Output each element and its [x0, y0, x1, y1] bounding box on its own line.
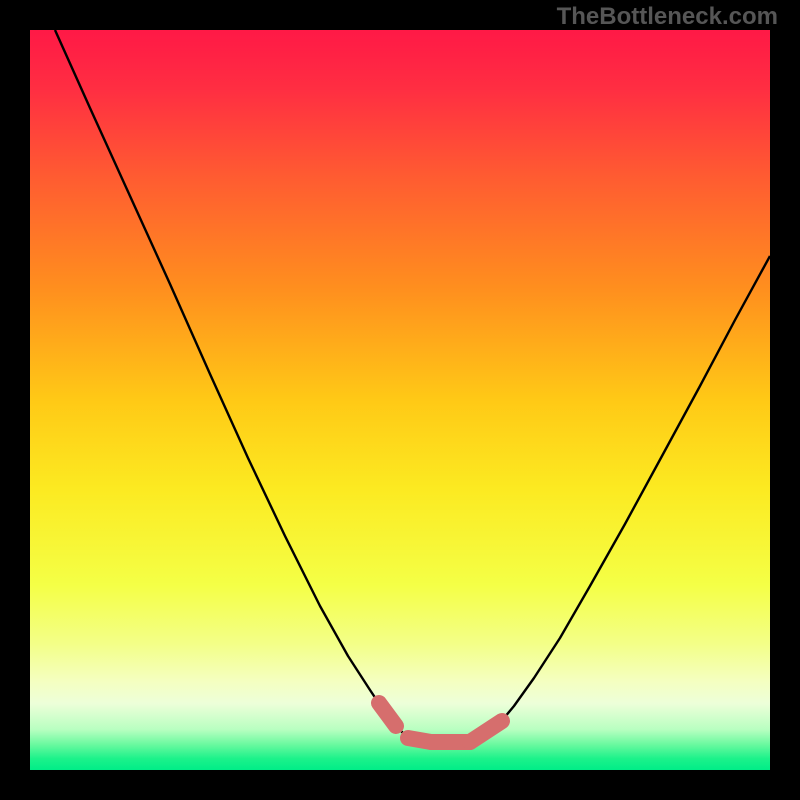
gradient-background [30, 30, 770, 770]
watermark-text: TheBottleneck.com [557, 3, 778, 31]
plot-area [30, 30, 770, 770]
chart-frame: TheBottleneck.com [0, 0, 800, 800]
chart-svg [30, 30, 770, 770]
